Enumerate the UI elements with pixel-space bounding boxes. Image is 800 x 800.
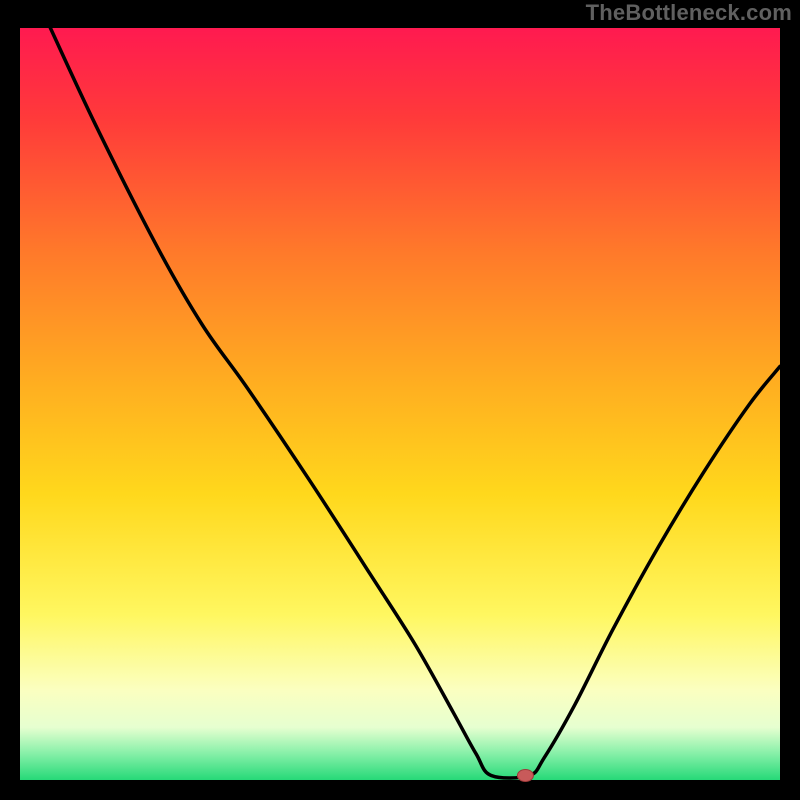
bottleneck-chart — [0, 0, 800, 800]
chart-container: TheBottleneck.com — [0, 0, 800, 800]
watermark-text: TheBottleneck.com — [586, 0, 792, 26]
optimal-point-marker — [517, 770, 533, 782]
plot-background — [20, 28, 780, 780]
